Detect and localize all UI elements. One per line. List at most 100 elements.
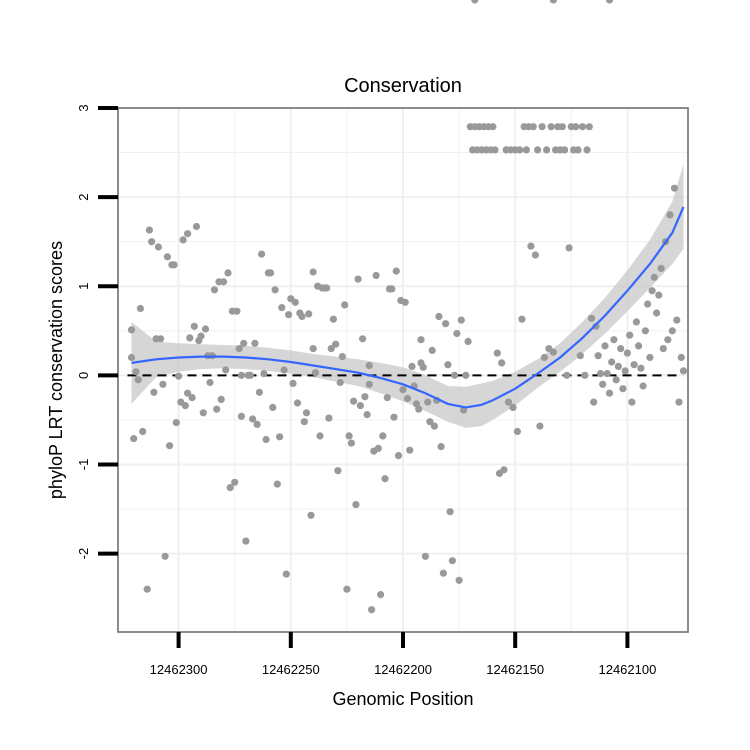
data-point: [381, 475, 389, 483]
data-point: [184, 389, 192, 397]
data-point: [558, 123, 566, 131]
data-point: [309, 345, 317, 353]
data-point: [491, 146, 499, 154]
data-point: [291, 298, 299, 306]
data-point: [179, 236, 187, 244]
confidence-ribbon: [131, 164, 684, 428]
data-point: [197, 332, 205, 340]
data-point: [605, 389, 614, 397]
y-tick-label: 2: [76, 193, 91, 200]
data-point: [298, 312, 306, 321]
data-point: [549, 0, 557, 4]
data-point: [240, 339, 248, 347]
data-point: [637, 364, 645, 372]
chart-title: Conservation: [344, 75, 462, 97]
data-point: [437, 443, 445, 451]
data-point: [664, 336, 672, 344]
data-point: [302, 409, 311, 417]
data-point: [601, 342, 609, 350]
data-point: [435, 312, 443, 321]
smooth-trend-line: [131, 206, 685, 409]
data-point: [273, 480, 281, 488]
data-point: [522, 146, 531, 154]
data-point: [516, 146, 524, 154]
data-point: [462, 371, 470, 379]
data-point: [574, 146, 582, 154]
data-point: [278, 304, 286, 312]
data-point: [590, 398, 598, 406]
data-point: [365, 380, 373, 388]
data-point: [132, 368, 140, 376]
data-point: [341, 301, 349, 309]
data-point: [626, 331, 634, 339]
data-point: [534, 146, 542, 154]
data-point: [424, 398, 432, 406]
data-point: [403, 394, 412, 403]
data-point: [549, 348, 558, 356]
data-point: [139, 427, 147, 436]
data-point: [201, 325, 210, 333]
data-point: [529, 123, 537, 131]
data-point: [343, 585, 351, 593]
x-tick-label: 12462150: [486, 662, 544, 677]
x-axis-title: Genomic Position: [332, 689, 473, 709]
data-point: [464, 337, 472, 346]
data-point: [583, 146, 591, 154]
data-point: [181, 402, 189, 410]
data-point: [316, 432, 324, 440]
data-point: [127, 326, 136, 334]
data-point: [679, 367, 688, 375]
data-point: [419, 363, 427, 371]
data-point: [578, 123, 587, 131]
data-point: [513, 427, 522, 436]
data-point: [231, 478, 239, 486]
data-point: [603, 370, 611, 378]
y-tick-label: 3: [76, 104, 91, 111]
data-point: [172, 419, 180, 427]
data-point: [352, 501, 360, 509]
data-point: [311, 369, 320, 377]
data-point: [300, 418, 308, 426]
data-point: [439, 569, 447, 577]
data-point: [233, 307, 241, 315]
data-point: [451, 371, 459, 379]
data-point: [163, 253, 171, 261]
data-point: [677, 353, 685, 362]
data-point: [255, 388, 263, 396]
data-point: [408, 362, 416, 370]
data-point: [345, 432, 353, 440]
data-point: [143, 585, 151, 593]
data-point: [666, 211, 674, 219]
data-point: [379, 432, 387, 440]
data-point: [630, 361, 638, 369]
data-point: [260, 370, 268, 378]
data-point: [237, 412, 245, 420]
data-point: [217, 395, 225, 403]
data-point: [628, 398, 636, 406]
data-point: [536, 422, 544, 430]
data-point: [399, 386, 407, 394]
data-point: [262, 435, 270, 444]
data-point: [415, 405, 423, 413]
data-point: [325, 414, 333, 422]
data-point: [675, 398, 683, 406]
data-point: [246, 371, 254, 379]
data-point: [363, 411, 371, 419]
data-point: [307, 511, 315, 519]
data-point: [641, 327, 650, 335]
data-point: [563, 371, 571, 379]
data-point: [354, 275, 362, 283]
data-point: [267, 269, 275, 277]
data-point: [644, 300, 652, 308]
data-point: [612, 376, 620, 384]
data-point: [237, 371, 245, 379]
data-point: [186, 334, 194, 342]
data-point: [336, 378, 344, 387]
data-point: [359, 335, 367, 343]
data-point: [670, 184, 679, 192]
data-point: [648, 287, 656, 295]
x-tick-label: 12462300: [150, 662, 208, 677]
x-tick-label: 12462100: [598, 662, 656, 677]
data-point: [493, 349, 501, 357]
